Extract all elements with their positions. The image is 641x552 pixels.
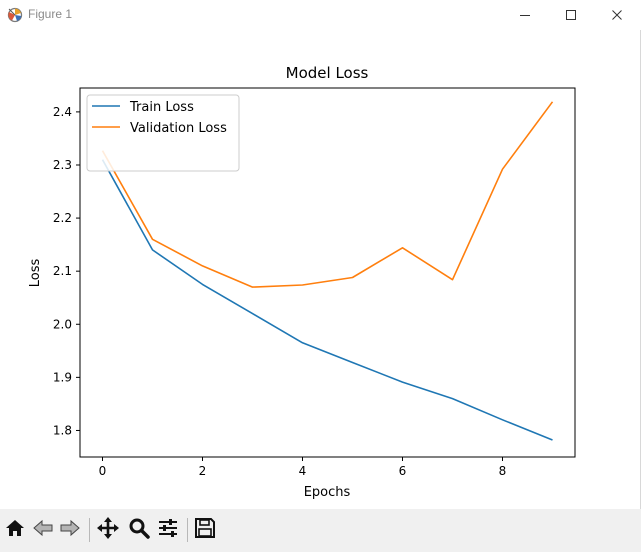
x-tick-label: 4 <box>299 464 307 478</box>
minimize-icon <box>519 6 531 25</box>
toolbar-separator <box>187 518 188 542</box>
navigation-toolbar <box>0 509 641 552</box>
legend: Train Loss Validation Loss <box>86 94 240 172</box>
back-button[interactable] <box>30 517 56 543</box>
maximize-icon <box>565 6 577 25</box>
x-tick-label: 6 <box>399 464 407 478</box>
series-line-train-loss <box>101 159 553 441</box>
zoom-button[interactable] <box>126 517 152 543</box>
pan-icon <box>96 516 120 544</box>
title-bar[interactable]: Figure 1 <box>0 0 641 30</box>
zoom-icon <box>128 517 150 543</box>
matplotlib-app-icon <box>6 6 24 24</box>
toolbar-separator <box>89 518 90 542</box>
save-button[interactable] <box>192 517 218 543</box>
y-tick-label: 1.9 <box>53 370 72 384</box>
y-axis-label: Loss <box>28 259 43 288</box>
legend-label: Train Loss <box>129 100 194 115</box>
close-icon <box>611 6 623 25</box>
y-tick-label: 1.8 <box>53 423 72 437</box>
configure-subplots-icon <box>157 517 179 543</box>
y-tick-label: 2.0 <box>53 317 72 331</box>
figure-canvas[interactable]: 0 2 4 6 8 1.8 1.9 2.0 2.1 2.2 2.3 2.4 Model Loss E… <box>0 30 640 509</box>
legend-box <box>86 94 240 172</box>
back-icon <box>32 517 54 543</box>
legend-label: Validation Loss <box>130 121 227 136</box>
x-axis-label: Epochs <box>304 485 351 500</box>
y-tick-label: 2.3 <box>53 158 72 172</box>
y-tick-label: 2.1 <box>53 264 72 278</box>
save-icon <box>194 517 216 543</box>
forward-icon <box>59 517 81 543</box>
chart-title: Model Loss <box>286 64 369 82</box>
close-button[interactable] <box>594 0 640 30</box>
loss-chart: 0 2 4 6 8 1.8 1.9 2.0 2.1 2.2 2.3 2.4 Model Loss E… <box>28 64 576 500</box>
home-icon <box>4 517 26 543</box>
pan-button[interactable] <box>95 517 121 543</box>
forward-button[interactable] <box>57 517 83 543</box>
window-title: Figure 1 <box>28 7 73 21</box>
x-tick-label: 8 <box>499 464 507 478</box>
axes-frame <box>79 87 576 458</box>
configure-subplots-button[interactable] <box>155 517 181 543</box>
minimize-button[interactable] <box>502 0 548 30</box>
home-button[interactable] <box>2 517 28 543</box>
y-tick-label: 2.2 <box>53 211 72 225</box>
x-tick-label: 2 <box>199 464 207 478</box>
x-tick-label: 0 <box>99 464 107 478</box>
maximize-button[interactable] <box>548 0 594 30</box>
y-tick-label: 2.4 <box>53 105 72 119</box>
series-line-validation-loss <box>101 101 554 288</box>
